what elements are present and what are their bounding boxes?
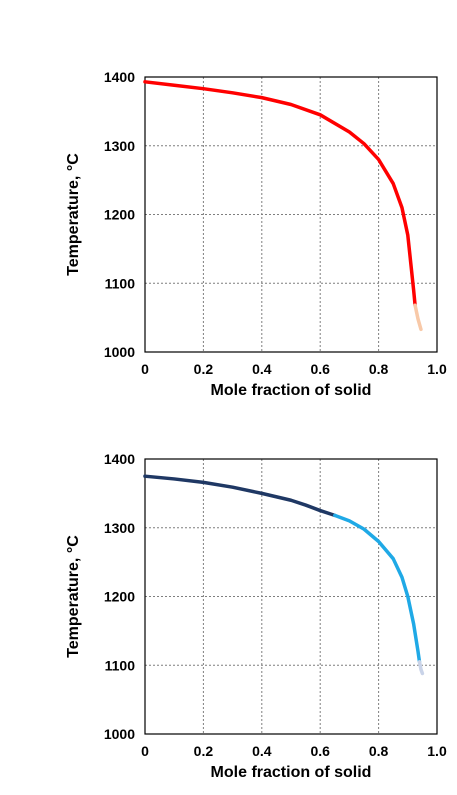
panel-b-x-tick-label: 0.8 bbox=[369, 743, 389, 759]
panel-a-y-tick-label: 1400 bbox=[104, 69, 135, 85]
panel-a-x-tick-label: 0.8 bbox=[369, 361, 389, 377]
panel-b-x-axis-title: Mole fraction of solid bbox=[211, 764, 372, 781]
panel-a-x-tick-label: 1.0 bbox=[427, 361, 447, 377]
panel-a-x-tick-label: 0 bbox=[141, 361, 149, 377]
panel-a-y-tick-label: 1000 bbox=[104, 344, 135, 360]
panel-b-x-tick-label: 0 bbox=[141, 743, 149, 759]
panel-b-x-tick-label: 0.2 bbox=[194, 743, 214, 759]
panel-b-y-tick-label: 1000 bbox=[104, 726, 135, 742]
panel-b-x-tick-label: 0.6 bbox=[310, 743, 330, 759]
panel-a-series-line-0 bbox=[143, 80, 417, 307]
panel-a-x-tick-label: 0.2 bbox=[194, 361, 214, 377]
panel-a-plot-frame bbox=[144, 76, 438, 353]
panel-b-series-line-0 bbox=[143, 474, 337, 518]
panel-b-y-tick-label: 1400 bbox=[104, 451, 135, 467]
panel-b-plot-frame bbox=[144, 458, 438, 735]
panel-b-y-tick-label: 1300 bbox=[104, 520, 135, 536]
panel-b-y-tick-label: 1200 bbox=[104, 589, 135, 605]
panel-b-series-line-2 bbox=[417, 660, 425, 676]
panel-b-x-tick-label: 0.4 bbox=[252, 743, 272, 759]
panel-b-y-axis-title: Temperature, °C bbox=[65, 535, 82, 658]
panel-a-y-tick-label: 1300 bbox=[104, 138, 135, 154]
panel-b-x-tick-label: 1.0 bbox=[427, 743, 447, 759]
panel-a-x-tick-label: 0.6 bbox=[310, 361, 330, 377]
panel-a-y-tick-label: 1100 bbox=[105, 275, 136, 291]
panel-a-x-axis-title: Mole fraction of solid bbox=[211, 382, 372, 399]
panel-b-series-line-1 bbox=[333, 513, 422, 664]
panel-a-x-tick-label: 0.4 bbox=[252, 361, 272, 377]
panel-a-y-axis-title: Temperature, °C bbox=[65, 153, 82, 276]
panel-b-y-tick-label: 1100 bbox=[105, 657, 136, 673]
panel-a-series-line-1 bbox=[413, 303, 423, 332]
panel-a-y-tick-label: 1200 bbox=[104, 207, 135, 223]
